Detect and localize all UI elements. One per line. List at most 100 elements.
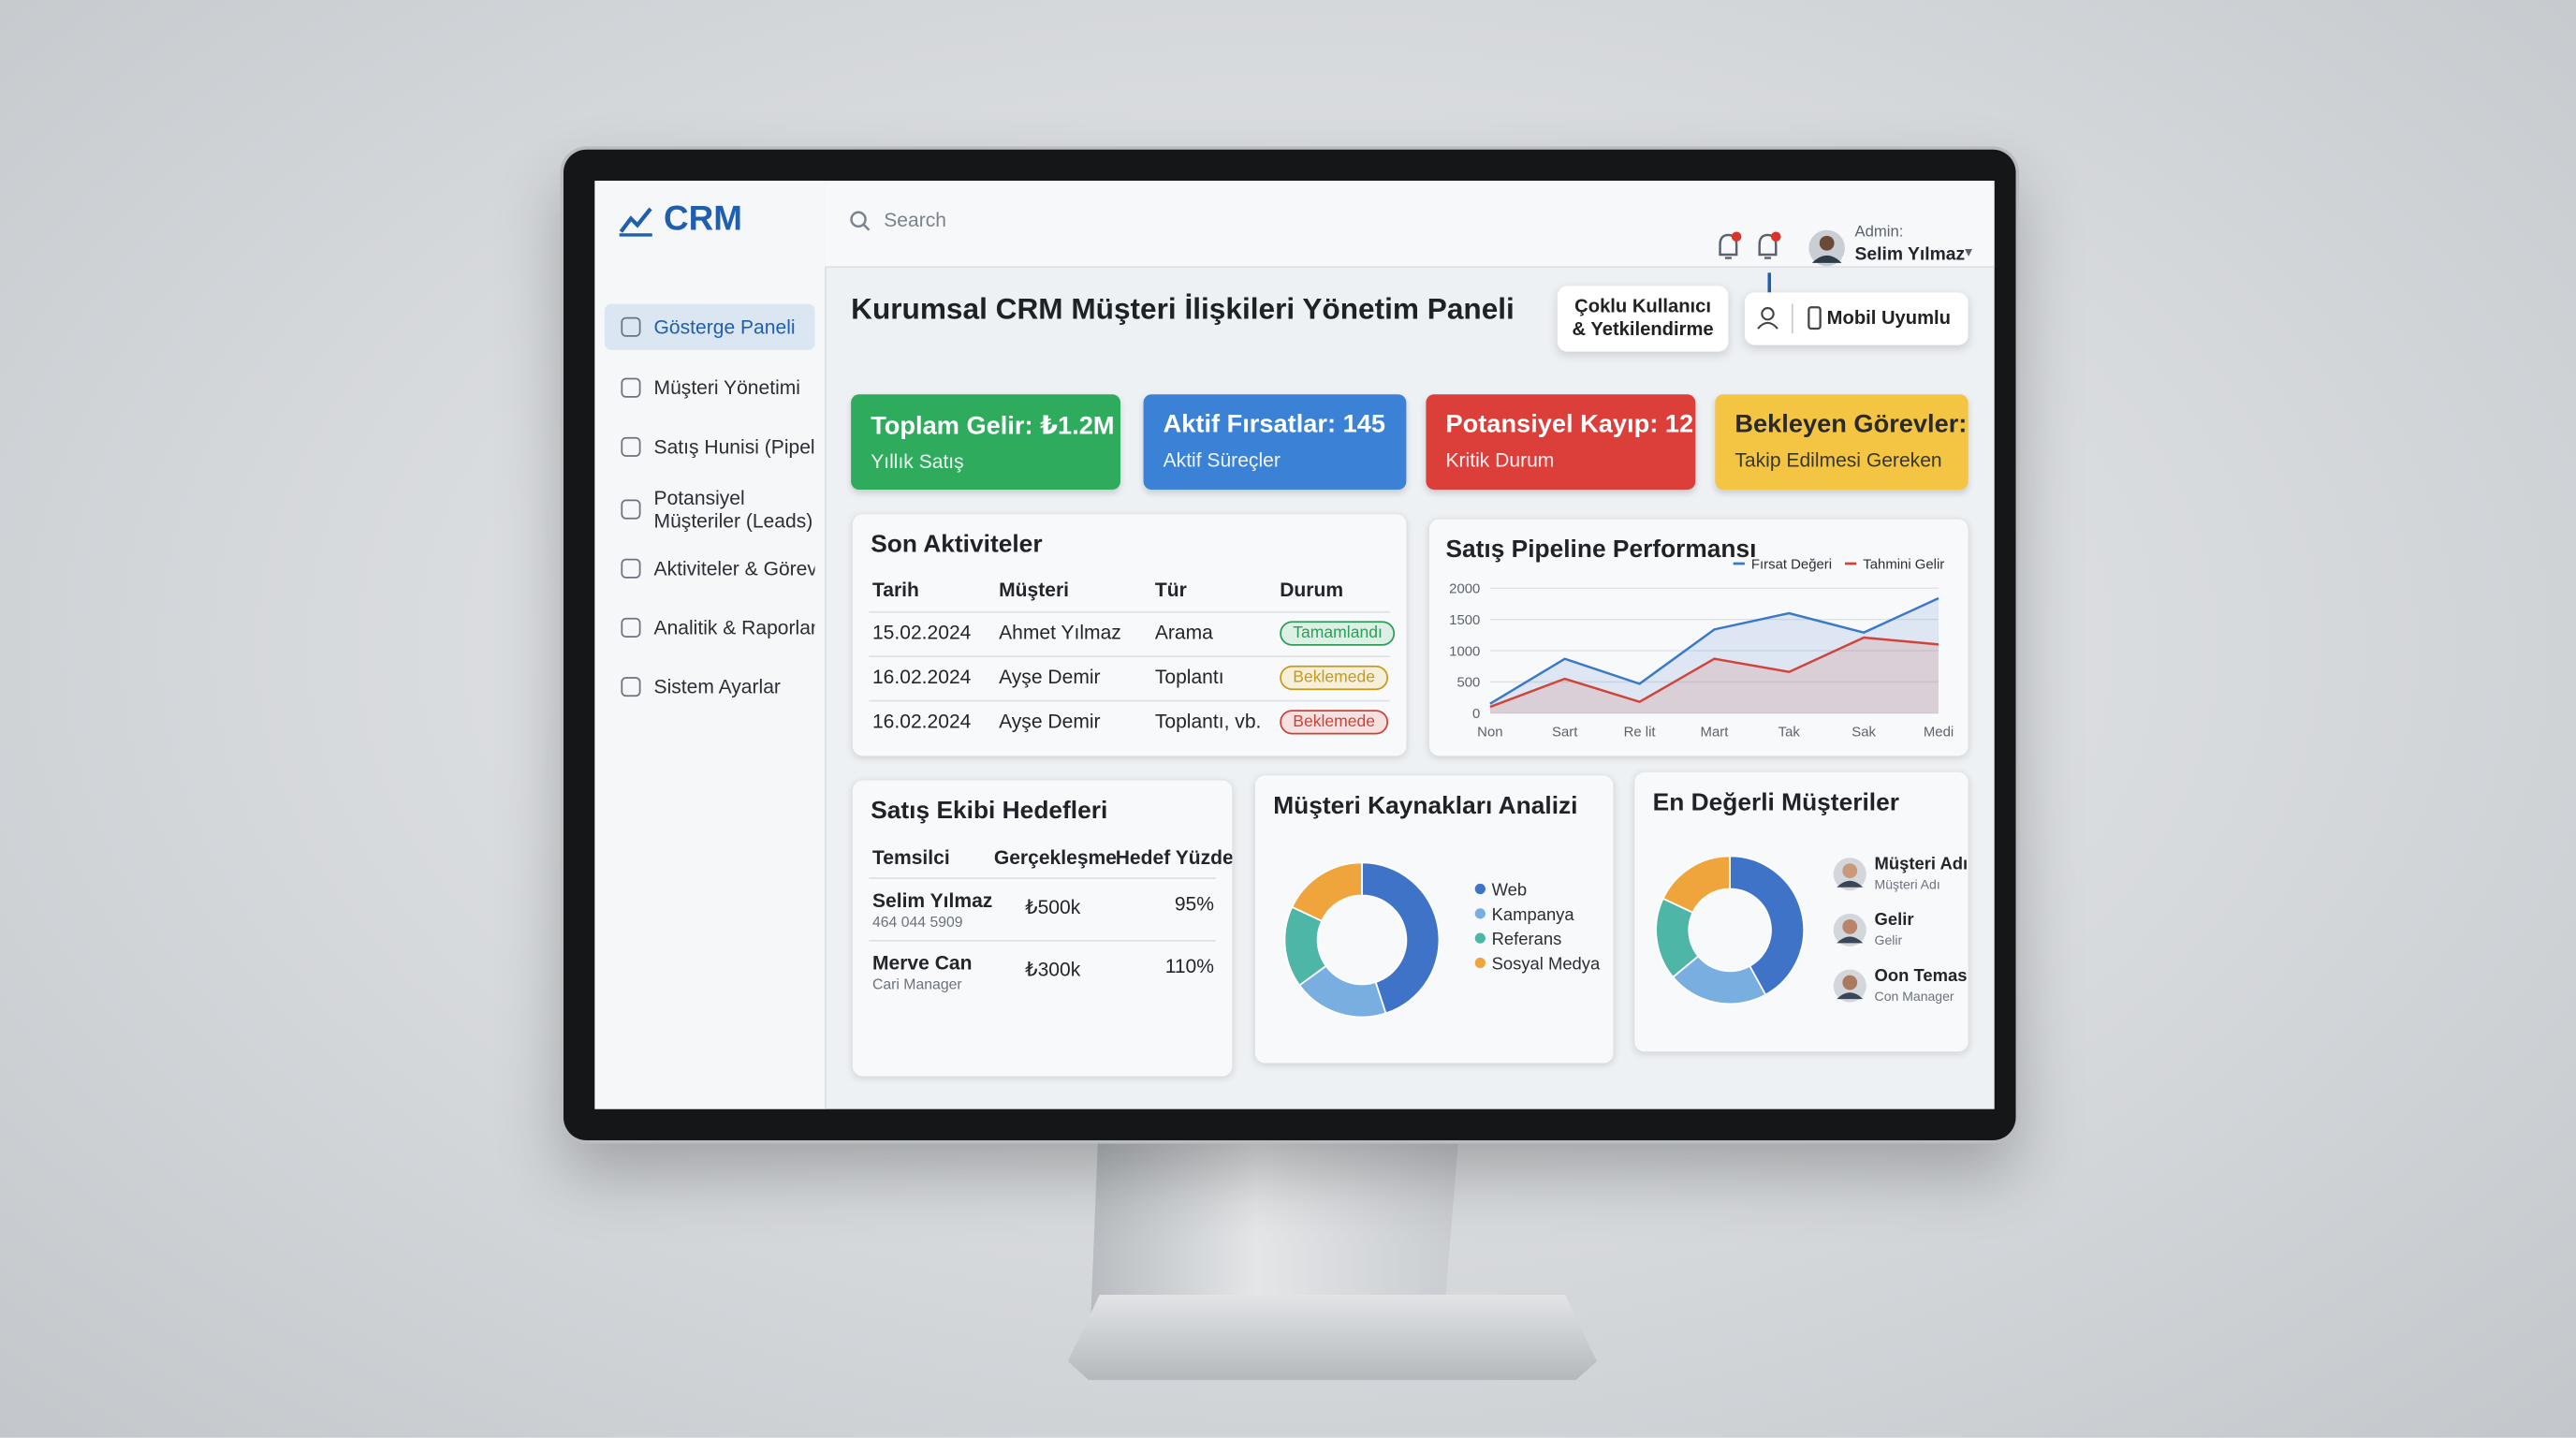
user-name[interactable]: Selim Yılmaz [1854,244,1966,265]
row-divider [869,877,1216,879]
status-pill: Tamamlandı [1280,621,1396,646]
area-fill [1489,638,1939,713]
column-header: Tarih [871,578,919,602]
nav-icon [621,499,641,520]
donut-chart: Müşteri Adı Müşteri Adı Gelir Gelir Oon Tema… [1655,853,1969,1005]
column-header: Temsilci [871,845,950,870]
donut-segment [1361,861,1441,1015]
y-tick-label: 1000 [1449,644,1480,659]
x-tick-label: Non [1477,725,1502,740]
y-tick-label: 0 [1472,707,1480,722]
nav-item[interactable]: Sistem Ayarlar [605,664,815,710]
nav-item[interactable]: Aktiviteler & Görevler [605,546,815,592]
x-tick-label: Medi [1924,725,1954,740]
user-role: Admin: [1854,223,1904,242]
nav-label: Aktiviteler & Görevler [653,556,815,580]
kpi-title: Bekleyen Görevler: 23 [1734,410,1968,439]
nav-icon [621,316,641,337]
kpi-card: Toplam Gelir: ₺1.2M Yıllık Satış [851,394,1120,491]
kpi-card: Aktif Fırsatlar: 145 Aktif Süreçler [1143,394,1407,491]
avatar-face [1842,975,1858,990]
nav-item[interactable]: Gösterge Paneli [604,303,815,350]
monitor-base [1067,1295,1597,1381]
donut-chart: Web Kampanya Referans Sosyal Medya [1283,861,1601,1019]
achieved: ₺500k [1025,895,1081,919]
target-pct: 110% [1164,954,1215,978]
nav-item[interactable]: Potansiyel Müşteriler (Leads) [605,483,815,536]
pipeline-panel: Satış Pipeline Performansı 0 500 1000 1500 2… [1428,519,1969,756]
avatar-body [1837,880,1864,888]
table-cell: Toplantı [1154,665,1224,689]
person-name: Gelir [1875,909,1914,929]
line-series [1489,636,1939,709]
person-detail: Müşteri Adı [1875,877,1940,892]
legend-label: Web [1492,880,1528,900]
feature-badge: Çoklu Kullanıcı & Yetkilendirme [1557,286,1729,352]
table-cell: Toplantı, vb. [1154,710,1262,733]
avatar-face [1842,918,1858,934]
kpi-title: Toplam Gelir: ₺1.2M [871,412,1115,441]
panel-title: Son Aktiviteler [871,530,1043,559]
row-divider [869,699,1390,702]
kpi-subtitle: Kritik Durum [1445,448,1555,472]
topbar: Search Admin: Selim Yılmaz ▾ [825,181,1995,269]
donut-segment [1661,855,1731,914]
rep-detail: Cari Manager [871,976,962,993]
nav-label: Satış Hunisi (Pipeline [653,435,815,459]
nav-label: Gösterge Paneli [653,315,796,339]
legend-label: Kampanya [1492,904,1575,924]
target-pct: 95% [1174,892,1215,916]
status-pill: Beklemede [1280,710,1389,735]
monitor-stand [1090,1134,1459,1315]
nav-icon [621,377,641,398]
search-icon [850,210,871,230]
rep-name: Selim Yılmaz [871,888,993,913]
line-chart: Satış Pipeline Performansı 0 500 1000 1500 2… [1445,535,1954,740]
nav-item[interactable]: Müşteri Yönetimi [605,365,815,411]
logo-icon [619,207,652,237]
legend-dot [1474,883,1486,895]
kpi-title: Potansiyel Kayıp: 12 Fırsat [1445,410,1695,439]
person-name: Müşteri Adı [1875,853,1969,873]
table-cell: Arama [1154,621,1213,644]
nav-icon [621,558,641,579]
legend-label: Sosyal Medya [1492,954,1601,974]
table-cell: Ahmet Yılmaz [999,621,1121,644]
x-tick-label: Sak [1852,725,1876,740]
legend-dot [1474,932,1486,944]
table-cell: Ayşe Demir [999,665,1101,689]
nav-icon [621,436,641,457]
feature-badge: Mobil Uyumlu [1744,292,1969,345]
donut-segment [1729,855,1805,996]
x-tick-label: Tak [1778,725,1801,740]
column-header: Tür [1154,578,1187,602]
logo[interactable]: CRM [618,200,742,240]
page-title: Kurumsal CRM Müşteri İlişkileri Yönetim … [851,292,1515,326]
nav-item[interactable]: Satış Hunisi (Pipeline [605,424,815,470]
dropdown-caret[interactable]: ▾ [1965,242,1973,260]
area-fill [1489,597,1939,713]
user-avatar[interactable] [1808,228,1847,268]
nav-item[interactable]: Analitik & Raporlar [605,605,815,651]
notification-icons[interactable] [1715,230,1791,263]
legend-dot [1474,908,1486,919]
valuable-panel: En Değerli Müşteriler Müşteri Adı Müşteri… [1634,771,1969,1052]
kpi-card: Bekleyen Görevler: 23 Takip Edilmesi Gere… [1715,394,1969,491]
badge-text: Mobil Uyumlu [1826,308,1951,330]
table-cell: Ayşe Demir [999,710,1101,733]
x-tick-label: Re lit [1624,725,1657,740]
table-cell: 16.02.2024 [871,665,972,689]
search-placeholder: Search [884,208,946,232]
y-tick-label: 1500 [1449,613,1480,628]
panel-title: Müşteri Kaynakları Analizi [1273,791,1578,820]
rep-detail: 464 044 5909 [871,913,963,931]
avatar-body [1837,992,1864,1000]
nav-label: Potansiyel Müşteriler (Leads) [653,486,813,533]
nav-icon [621,677,641,697]
badge-icons [1757,303,1822,334]
search[interactable]: Search [849,208,946,232]
column-header: Hedef Yüzde [1115,845,1233,870]
person-detail: Con Manager [1875,989,1954,1004]
